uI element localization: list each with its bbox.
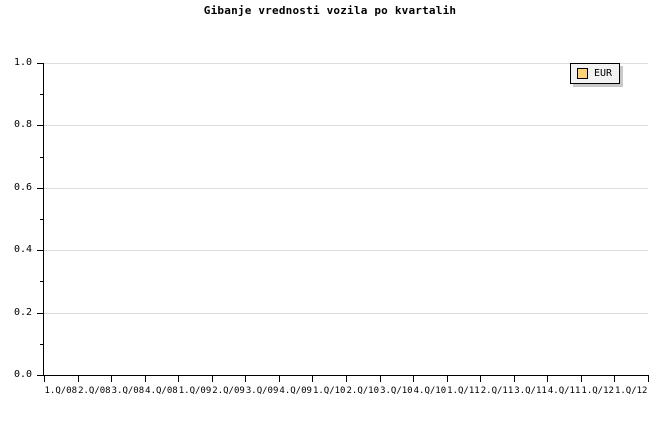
y-axis-tick-minor [40,219,44,220]
y-axis-tick-major [37,125,44,126]
y-axis-label: 0.4 [13,244,32,255]
x-axis-label: 4.Q/11 [547,386,581,396]
x-axis-label: 2.Q/10 [346,386,380,396]
x-axis-tick [111,376,112,382]
y-axis-tick-minor [40,281,44,282]
x-axis-tick [178,376,179,382]
x-axis-label: 3.Q/09 [245,386,279,396]
x-axis-tick [581,376,582,382]
chart-legend[interactable]: EUR [570,63,621,84]
x-axis-tick [547,376,548,382]
plot-area [44,63,648,376]
x-axis-label: 1.Q/09 [178,386,212,396]
gridline [44,63,648,64]
y-axis-tick-minor [40,94,44,95]
x-axis-tick [648,376,649,382]
y-axis-tick-major [37,188,44,189]
x-axis-tick [480,376,481,382]
x-axis-label: 2.Q/11 [480,386,514,396]
x-axis-tick [312,376,313,382]
y-axis-label: 0.6 [13,182,32,193]
x-axis-tick [447,376,448,382]
x-axis-tick [514,376,515,382]
gridline [44,125,648,126]
x-axis-label: 1.Q/12 [614,386,648,396]
x-axis-label: 2.Q/09 [212,386,245,396]
chart-title: Gibanje vrednosti vozila po kvartalih [203,4,457,17]
x-axis-tick [212,376,213,382]
x-axis-tick [413,376,414,382]
x-axis-tick [346,376,347,382]
x-axis-label: 4.Q/08 [145,386,178,396]
x-axis-label: 4.Q/10 [413,386,447,396]
x-axis-tick [245,376,246,382]
y-axis-tick-major [37,250,44,251]
x-axis-tick [380,376,381,382]
x-axis-tick [279,376,280,382]
y-axis-tick-minor [40,344,44,345]
y-axis-label: 0.2 [13,307,32,318]
gridline [44,188,648,189]
x-axis-label: 1.Q/10 [312,386,346,396]
x-axis-tick [614,376,615,382]
legend-swatch-eur [577,68,588,79]
series-layer [44,63,648,375]
x-axis-line [43,375,649,376]
y-axis-tick-major [37,63,44,64]
x-axis-label: 1.Q/12 [581,386,614,396]
y-axis-tick-major [37,313,44,314]
x-axis-label: 4.Q/09 [279,386,312,396]
x-axis-label: 1.Q/11 [447,386,480,396]
legend-label-eur: EUR [594,68,613,79]
y-axis-label: 0.0 [13,369,32,380]
y-axis-tick-minor [40,157,44,158]
x-axis-label: 3.Q/08 [111,386,145,396]
y-axis-tick-major [37,375,44,376]
x-axis-label: 3.Q/11 [514,386,547,396]
y-axis-label: 1.0 [13,57,32,68]
x-axis-label: 3.Q/10 [380,386,413,396]
gridline [44,250,648,251]
x-axis-label: 1.Q/08 [44,386,78,396]
x-axis-tick [145,376,146,382]
x-axis-tick [78,376,79,382]
x-axis-tick [44,376,45,382]
x-axis-label: 2.Q/08 [78,386,111,396]
y-axis-label: 0.8 [13,119,32,130]
gridline [44,313,648,314]
